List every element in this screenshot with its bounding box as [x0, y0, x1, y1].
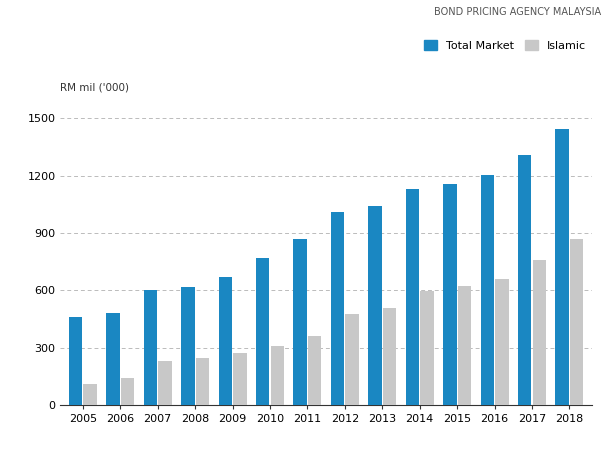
Bar [443, 184, 457, 405]
Text: Size of the Malaysian bond market: Size of the Malaysian bond market [7, 47, 304, 62]
Bar [158, 361, 172, 405]
Bar [368, 206, 382, 405]
Bar [420, 291, 434, 405]
Text: RM mil ('000): RM mil ('000) [60, 82, 129, 92]
Bar [219, 277, 232, 405]
Bar [308, 336, 321, 405]
Bar [121, 378, 134, 405]
Bar [69, 317, 82, 405]
Bar [83, 384, 97, 405]
Bar [406, 189, 419, 405]
Bar [533, 260, 546, 405]
Bar [271, 346, 284, 405]
Bar [556, 129, 569, 405]
Bar [570, 238, 583, 405]
Bar [294, 238, 307, 405]
Bar [458, 287, 471, 405]
Bar [181, 288, 194, 405]
Bar [144, 290, 157, 405]
Bar [331, 212, 344, 405]
Bar [345, 314, 359, 405]
Text: BOND PRICING AGENCY MALAYSIA: BOND PRICING AGENCY MALAYSIA [434, 7, 601, 17]
Bar [481, 175, 494, 405]
Bar [196, 358, 209, 405]
Bar [233, 353, 246, 405]
Bar [495, 279, 509, 405]
Legend: Total Market, Islamic: Total Market, Islamic [423, 40, 586, 51]
Bar [106, 313, 120, 405]
Bar [518, 155, 532, 405]
Bar [256, 258, 269, 405]
Bar [383, 308, 396, 405]
